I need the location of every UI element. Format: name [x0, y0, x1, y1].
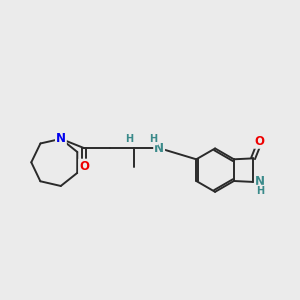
Text: H: H	[149, 134, 158, 145]
Text: H: H	[125, 134, 133, 145]
Text: N: N	[56, 132, 66, 145]
Text: O: O	[79, 160, 89, 172]
Text: N: N	[255, 176, 265, 188]
Text: H: H	[256, 186, 264, 196]
Text: O: O	[254, 135, 264, 148]
Text: N: N	[154, 142, 164, 154]
